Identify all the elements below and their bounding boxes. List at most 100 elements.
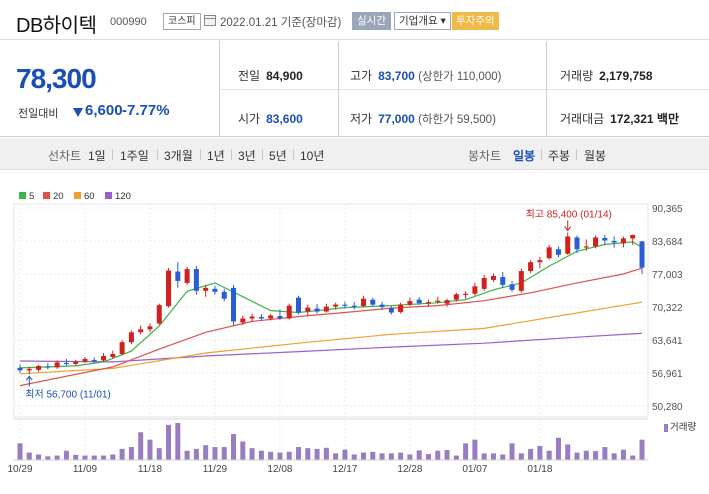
candle-body[interactable] [342, 304, 348, 306]
volume-bar[interactable] [221, 447, 227, 460]
candle-body[interactable] [296, 297, 302, 313]
candle-body[interactable] [398, 304, 404, 313]
volume-bar[interactable] [91, 455, 97, 460]
volume-bar[interactable] [166, 424, 172, 460]
volume-bar[interactable] [425, 454, 431, 460]
volume-bar[interactable] [240, 441, 246, 461]
volume-bar[interactable] [110, 454, 116, 460]
period-weekly-candle[interactable]: 주봉 [548, 149, 571, 163]
volume-bar[interactable] [342, 449, 348, 460]
volume-bar[interactable] [509, 443, 515, 460]
volume-bar[interactable] [435, 450, 441, 460]
candle-body[interactable] [435, 300, 441, 302]
volume-bar[interactable] [611, 453, 617, 460]
period-10y[interactable]: 10년 [300, 149, 325, 163]
volume-bar[interactable] [518, 453, 524, 460]
candle-body[interactable] [472, 286, 478, 294]
volume-bar[interactable] [453, 455, 459, 460]
volume-bar[interactable] [528, 448, 534, 460]
volume-bar[interactable] [602, 447, 608, 460]
candle-body[interactable] [583, 246, 589, 248]
candle-body[interactable] [147, 326, 153, 330]
candle-body[interactable] [453, 294, 459, 300]
investment-caution-badge[interactable]: 투자주의 [452, 12, 499, 30]
candle-body[interactable] [54, 362, 60, 368]
volume-bar[interactable] [286, 451, 292, 460]
candle-body[interactable] [138, 329, 144, 333]
volume-bar[interactable] [305, 448, 311, 460]
volume-bar[interactable] [249, 448, 255, 460]
candle-body[interactable] [555, 249, 561, 255]
volume-bar[interactable] [63, 450, 69, 460]
candle-body[interactable] [221, 291, 227, 299]
candle-body[interactable] [17, 367, 23, 371]
candle-body[interactable] [26, 368, 32, 371]
volume-bar[interactable] [370, 451, 376, 460]
volume-bar[interactable] [231, 434, 237, 460]
period-1y[interactable]: 1년 [207, 149, 225, 163]
candle-body[interactable] [425, 302, 431, 304]
volume-bar[interactable] [546, 450, 552, 460]
candle-body[interactable] [546, 247, 552, 259]
candle-body[interactable] [231, 287, 237, 322]
candle-body[interactable] [82, 358, 88, 362]
volume-bar[interactable] [500, 454, 506, 460]
volume-bar[interactable] [45, 456, 51, 460]
volume-bar[interactable] [212, 447, 218, 460]
candle-body[interactable] [73, 361, 79, 364]
volume-bar[interactable] [333, 453, 339, 460]
candle-body[interactable] [101, 356, 107, 361]
volume-bar[interactable] [296, 447, 302, 460]
period-5y[interactable]: 5년 [269, 149, 287, 163]
volume-bar[interactable] [193, 448, 199, 460]
candle-body[interactable] [565, 236, 571, 254]
candle-body[interactable] [110, 354, 116, 358]
volume-bar[interactable] [593, 451, 599, 460]
volume-bar[interactable] [26, 452, 32, 460]
volume-bar[interactable] [398, 452, 404, 460]
candle-body[interactable] [156, 305, 162, 324]
volume-bar[interactable] [277, 452, 283, 460]
volume-bar[interactable] [73, 454, 79, 460]
candle-body[interactable] [193, 269, 199, 291]
volume-bar[interactable] [36, 454, 42, 460]
company-overview-dropdown[interactable]: 기업개요 ▾ [394, 12, 451, 30]
candle-body[interactable] [620, 238, 626, 244]
volume-bar[interactable] [574, 452, 580, 460]
candle-body[interactable] [119, 342, 125, 355]
candle-body[interactable] [175, 271, 181, 281]
candle-body[interactable] [481, 277, 487, 289]
candle-body[interactable] [45, 366, 51, 368]
candle-body[interactable] [240, 318, 246, 323]
volume-bar[interactable] [119, 448, 125, 460]
candle-body[interactable] [407, 301, 413, 305]
volume-bar[interactable] [388, 453, 394, 460]
candle-body[interactable] [286, 305, 292, 319]
candle-body[interactable] [602, 237, 608, 241]
candle-body[interactable] [500, 276, 506, 285]
volume-bar[interactable] [101, 455, 107, 460]
volume-bar[interactable] [472, 439, 478, 460]
volume-bar[interactable] [323, 447, 329, 460]
period-3y[interactable]: 3년 [238, 149, 256, 163]
candle-body[interactable] [574, 237, 580, 250]
candle-body[interactable] [509, 284, 515, 290]
candle-body[interactable] [518, 271, 524, 291]
candle-body[interactable] [490, 275, 496, 280]
candle-body[interactable] [388, 308, 394, 313]
candle-body[interactable] [593, 237, 599, 247]
volume-bar[interactable] [463, 443, 469, 460]
volume-bar[interactable] [565, 444, 571, 460]
candle-body[interactable] [360, 298, 366, 307]
candle-body[interactable] [277, 316, 283, 319]
volume-bar[interactable] [156, 448, 162, 460]
volume-bar[interactable] [416, 450, 422, 460]
candle-body[interactable] [333, 304, 339, 307]
candle-body[interactable] [323, 306, 329, 312]
candle-body[interactable] [249, 316, 255, 319]
volume-bar[interactable] [54, 455, 60, 460]
candle-body[interactable] [258, 316, 264, 319]
candle-body[interactable] [611, 240, 617, 243]
volume-bar[interactable] [17, 443, 23, 460]
candle-body[interactable] [268, 315, 274, 319]
